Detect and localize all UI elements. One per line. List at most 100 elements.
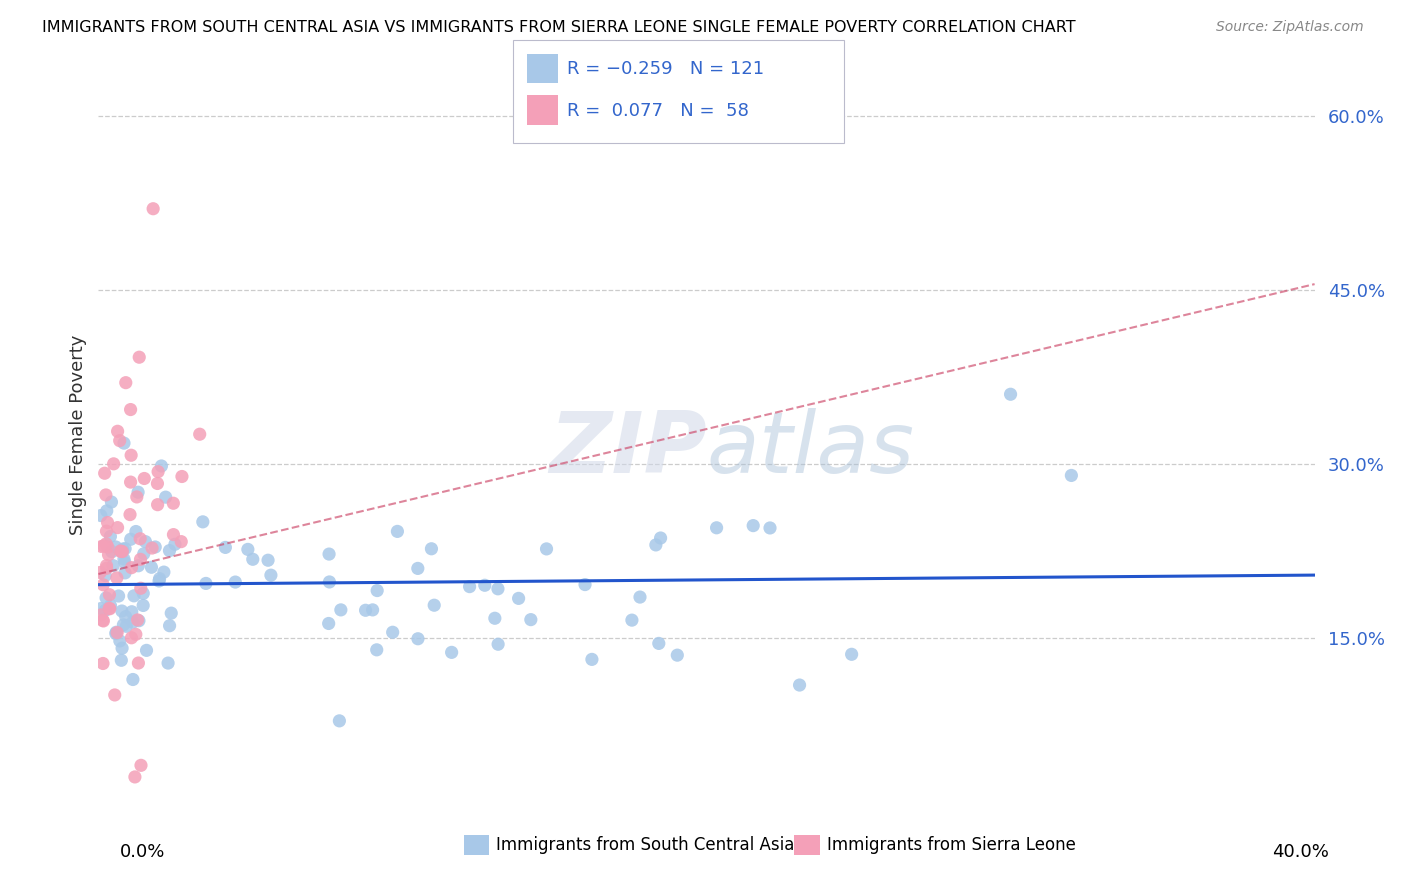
Point <box>114 555 136 569</box>
Point <box>90 540 112 554</box>
Point <box>125 627 148 641</box>
Point <box>141 541 163 555</box>
Point <box>103 457 125 471</box>
Point <box>105 571 128 585</box>
Point <box>107 425 129 439</box>
Point <box>134 534 156 549</box>
Point <box>423 598 446 612</box>
Point <box>101 558 124 573</box>
Point <box>110 653 132 667</box>
Point <box>440 645 463 659</box>
Point <box>90 508 112 523</box>
Point <box>105 625 128 640</box>
Point <box>366 643 388 657</box>
Point <box>150 458 173 473</box>
Point <box>329 603 352 617</box>
Point <box>132 547 155 561</box>
Point <box>153 565 176 579</box>
Point <box>111 641 134 656</box>
Point <box>96 537 118 551</box>
Point <box>214 541 236 555</box>
Point <box>114 566 136 580</box>
Point <box>91 578 114 592</box>
Point <box>115 619 138 633</box>
Point <box>121 615 143 630</box>
Point <box>170 469 193 483</box>
Point <box>841 648 863 662</box>
Point <box>96 516 118 530</box>
Point <box>96 524 118 539</box>
Point <box>94 591 117 605</box>
Text: 0.0%: 0.0% <box>120 843 165 861</box>
Point <box>160 606 183 620</box>
Point <box>474 578 496 592</box>
Point <box>120 448 142 462</box>
Point <box>97 540 120 554</box>
Point <box>789 678 811 692</box>
Point <box>127 485 149 500</box>
Point <box>581 652 603 666</box>
Point <box>143 540 166 554</box>
Point <box>157 656 180 670</box>
Text: Source: ZipAtlas.com: Source: ZipAtlas.com <box>1216 20 1364 34</box>
Point <box>260 568 283 582</box>
Text: IMMIGRANTS FROM SOUTH CENTRAL ASIA VS IMMIGRANTS FROM SIERRA LEONE SINGLE FEMALE: IMMIGRANTS FROM SOUTH CENTRAL ASIA VS IM… <box>42 20 1076 35</box>
Point <box>121 605 143 619</box>
Point <box>112 617 135 632</box>
Point <box>114 541 136 556</box>
Point <box>318 547 340 561</box>
Point <box>129 581 152 595</box>
Point <box>94 568 117 582</box>
Point <box>96 558 118 573</box>
Text: atlas: atlas <box>707 409 914 491</box>
Point <box>406 632 429 646</box>
Point <box>574 577 596 591</box>
Text: R = −0.259   N = 121: R = −0.259 N = 121 <box>567 60 763 78</box>
Point <box>128 614 150 628</box>
Text: Immigrants from South Central Asia: Immigrants from South Central Asia <box>496 836 794 854</box>
Point <box>162 496 184 510</box>
Point <box>381 625 404 640</box>
Point <box>100 495 122 509</box>
Point <box>96 504 118 518</box>
Point <box>110 544 132 558</box>
Point <box>666 648 689 662</box>
Point <box>89 566 111 580</box>
Point <box>120 402 142 417</box>
Point <box>94 603 117 617</box>
Point <box>108 434 131 448</box>
Point <box>1000 387 1022 401</box>
Point <box>100 529 122 543</box>
Point <box>121 631 143 645</box>
Point <box>742 518 765 533</box>
Point <box>644 538 666 552</box>
Point <box>458 580 481 594</box>
Point <box>100 599 122 613</box>
Point <box>122 673 145 687</box>
Point <box>90 601 112 615</box>
Text: 40.0%: 40.0% <box>1272 843 1329 861</box>
Point <box>107 589 129 603</box>
Point <box>142 202 165 216</box>
Point <box>132 586 155 600</box>
Point <box>129 758 152 772</box>
Point <box>155 490 177 504</box>
Point <box>148 574 170 588</box>
Point <box>94 488 117 502</box>
Point <box>104 540 127 554</box>
Point <box>191 515 214 529</box>
Text: Immigrants from Sierra Leone: Immigrants from Sierra Leone <box>827 836 1076 854</box>
Point <box>706 521 728 535</box>
Text: ZIP: ZIP <box>548 409 707 491</box>
Point <box>112 436 135 450</box>
Point <box>146 465 169 479</box>
Point <box>91 613 114 627</box>
Point <box>104 688 127 702</box>
Point <box>127 656 149 670</box>
Point <box>148 572 170 586</box>
Point <box>120 475 142 489</box>
Point <box>134 471 156 485</box>
Point <box>128 350 150 364</box>
Point <box>508 591 530 606</box>
Point <box>354 603 377 617</box>
